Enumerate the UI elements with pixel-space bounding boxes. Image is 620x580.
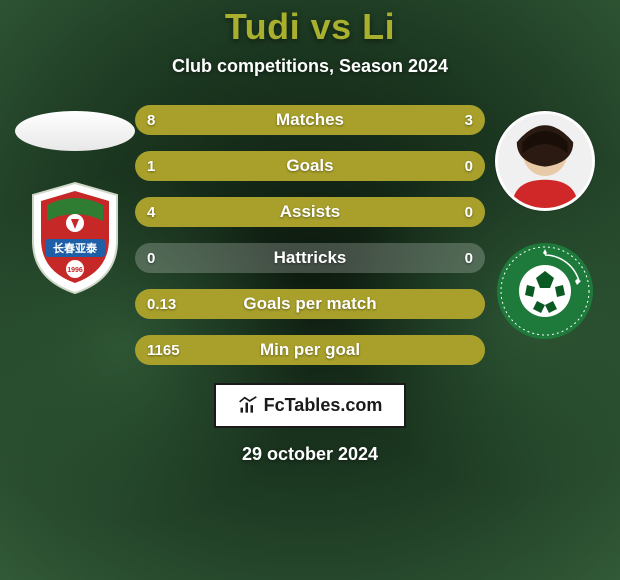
stat-value-left: 0.13: [147, 296, 176, 313]
stat-row: 0Hattricks0: [135, 243, 485, 273]
page-title: Tudi vs Li: [225, 6, 395, 48]
stat-row: 0.13Goals per match: [135, 289, 485, 319]
stat-value-left: 1: [147, 158, 155, 175]
stat-value-left: 8: [147, 112, 155, 129]
club-right-badge: [495, 241, 595, 341]
player-right-avatar: [495, 111, 595, 211]
left-player-col: 长春亚泰 1996: [15, 105, 135, 296]
stat-value-right: 0: [465, 204, 473, 221]
stat-label: Min per goal: [135, 340, 485, 360]
stat-label: Goals: [135, 156, 485, 176]
right-player-col: [485, 105, 605, 341]
stat-value-left: 4: [147, 204, 155, 221]
player-left-avatar: [15, 111, 135, 151]
stat-value-left: 0: [147, 250, 155, 267]
stat-value-right: 3: [465, 112, 473, 129]
stat-value-left: 1165: [147, 342, 180, 359]
stat-row: 1165Min per goal: [135, 335, 485, 365]
stat-label: Goals per match: [135, 294, 485, 314]
brand-text: FcTables.com: [264, 395, 383, 416]
footer-date: 29 october 2024: [242, 444, 378, 465]
comparison-row: 长春亚泰 1996 8Matches31Goals04Assists00Hatt…: [0, 105, 620, 365]
chart-icon: [238, 396, 258, 416]
stat-value-right: 0: [465, 158, 473, 175]
brand-footer[interactable]: FcTables.com: [214, 383, 407, 428]
svg-text:长春亚泰: 长春亚泰: [53, 241, 98, 255]
stat-label: Assists: [135, 202, 485, 222]
stat-row: 1Goals0: [135, 151, 485, 181]
stat-label: Matches: [135, 110, 485, 130]
stat-row: 8Matches3: [135, 105, 485, 135]
club-left-badge: 长春亚泰 1996: [25, 181, 125, 296]
stat-value-right: 0: [465, 250, 473, 267]
stats-column: 8Matches31Goals04Assists00Hattricks00.13…: [135, 105, 485, 365]
page-subtitle: Club competitions, Season 2024: [172, 56, 448, 77]
svg-text:1996: 1996: [67, 267, 83, 274]
stat-label: Hattricks: [135, 248, 485, 268]
stat-row: 4Assists0: [135, 197, 485, 227]
